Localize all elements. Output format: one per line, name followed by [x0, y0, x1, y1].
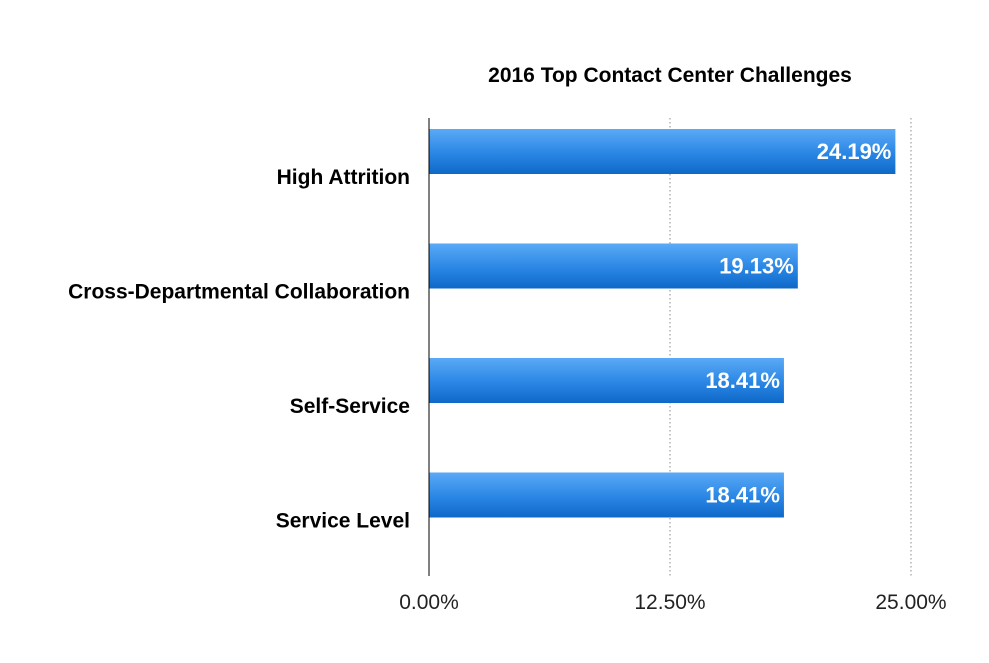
data-label: 19.13%	[719, 254, 794, 279]
bar	[429, 129, 896, 174]
x-tick-label: 0.00%	[399, 591, 459, 614]
category-label: Service Level	[276, 510, 410, 533]
grid-layer	[669, 118, 912, 576]
x-tick-label: 12.50%	[634, 591, 705, 614]
bars-layer: 24.19% 19.13% 18.41% 18.41%	[429, 129, 896, 518]
data-label: 18.41%	[705, 368, 780, 393]
chart-title: 2016 Top Contact Center Challenges	[488, 64, 852, 87]
data-label: 24.19%	[817, 139, 892, 164]
tick-labels: 0.00% 12.50% 25.00%	[399, 591, 946, 614]
bar	[429, 243, 798, 289]
category-label: Cross-Departmental Collaboration	[68, 281, 410, 304]
category-labels: High Attrition Cross-Departmental Collabo…	[68, 166, 410, 533]
category-label: High Attrition	[277, 166, 410, 189]
bar	[429, 472, 784, 518]
data-label: 18.41%	[705, 483, 780, 508]
bar	[429, 358, 784, 403]
category-label: Self-Service	[290, 395, 410, 418]
x-tick-label: 25.00%	[875, 591, 946, 614]
